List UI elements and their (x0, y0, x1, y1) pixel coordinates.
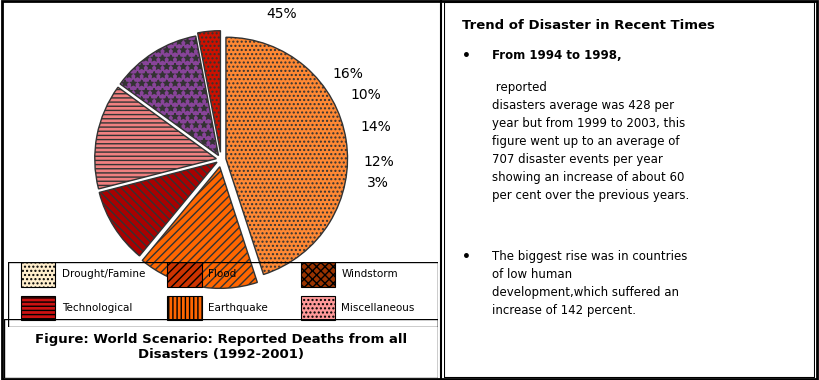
Text: The biggest rise was in countries
of low human
development,which suffered an
inc: The biggest rise was in countries of low… (492, 250, 687, 317)
FancyBboxPatch shape (301, 296, 335, 320)
Wedge shape (95, 87, 216, 189)
Text: 12%: 12% (364, 155, 395, 169)
Text: Miscellaneous: Miscellaneous (342, 303, 414, 313)
Text: Figure: World Scenario: Reported Deaths from all
Disasters (1992-2001): Figure: World Scenario: Reported Deaths … (35, 334, 407, 361)
FancyBboxPatch shape (167, 296, 201, 320)
Text: •: • (463, 250, 471, 264)
FancyBboxPatch shape (21, 296, 56, 320)
Wedge shape (120, 36, 219, 155)
Text: Drought/Famine: Drought/Famine (62, 269, 145, 279)
Text: Flood: Flood (208, 269, 237, 279)
Wedge shape (197, 31, 220, 152)
Text: 14%: 14% (360, 120, 391, 134)
Text: Windstorm: Windstorm (342, 269, 398, 279)
Text: Trend of Disaster in Recent Times: Trend of Disaster in Recent Times (463, 19, 715, 32)
FancyBboxPatch shape (301, 262, 335, 287)
Wedge shape (99, 162, 217, 256)
FancyBboxPatch shape (167, 262, 201, 287)
Text: 45%: 45% (266, 6, 297, 21)
Text: 16%: 16% (332, 67, 363, 81)
Wedge shape (226, 37, 347, 274)
Text: Earthquake: Earthquake (208, 303, 268, 313)
Text: reported
disasters average was 428 per
year but from 1999 to 2003, this
figure w: reported disasters average was 428 per y… (492, 81, 690, 202)
Text: 3%: 3% (367, 176, 388, 190)
Text: •: • (463, 49, 471, 63)
FancyBboxPatch shape (21, 262, 56, 287)
Text: 10%: 10% (351, 88, 381, 102)
Text: Technological: Technological (62, 303, 133, 313)
Wedge shape (143, 167, 257, 288)
Text: From 1994 to 1998,: From 1994 to 1998, (492, 49, 622, 62)
